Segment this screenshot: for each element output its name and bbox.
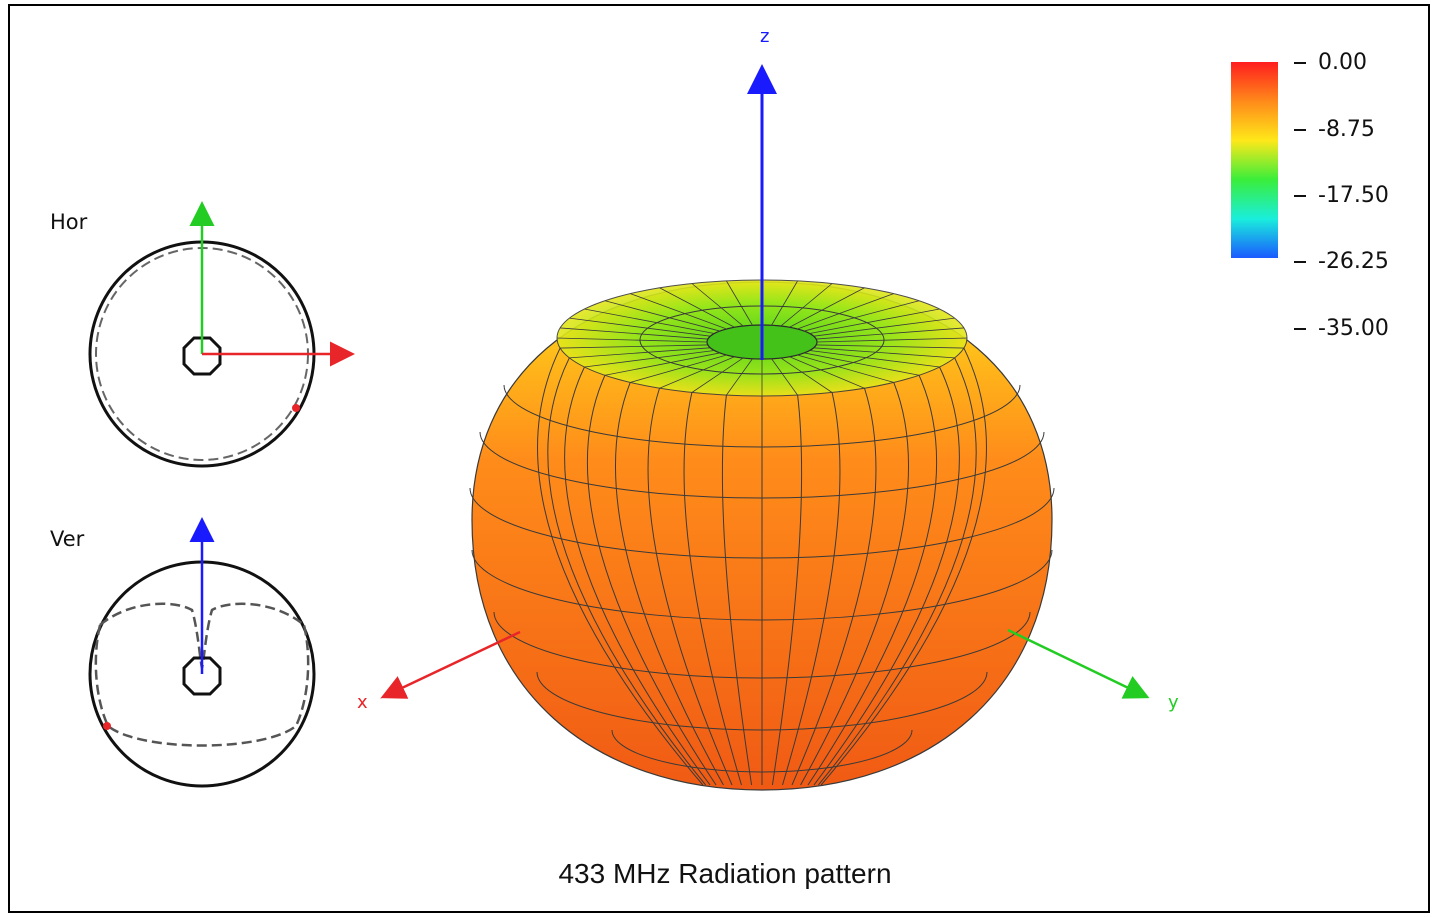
colorbar — [1231, 62, 1278, 258]
colorbar-tick: -35.00 — [1294, 316, 1389, 341]
figure-caption: 433 MHz Radiation pattern — [558, 858, 892, 889]
ver-inset-label: Ver — [50, 527, 85, 551]
colorbar-tick: 0.00 — [1294, 50, 1367, 75]
y-axis-arrow — [1007, 628, 1150, 699]
main-axes — [380, 64, 1150, 699]
radiation-pattern-body — [469, 279, 1055, 791]
colorbar-tick: -17.50 — [1294, 183, 1389, 208]
colorbar-tick: -8.75 — [1294, 117, 1375, 142]
horizontal-inset — [88, 201, 355, 468]
z-axis-label: z — [760, 26, 770, 47]
vertical-inset — [88, 517, 316, 788]
y-axis-label: y — [1168, 692, 1179, 713]
hor-inset-label: Hor — [50, 210, 88, 234]
x-axis-label: x — [357, 692, 368, 713]
colorbar-tick: -26.25 — [1294, 249, 1389, 274]
x-axis-arrow — [380, 630, 521, 699]
